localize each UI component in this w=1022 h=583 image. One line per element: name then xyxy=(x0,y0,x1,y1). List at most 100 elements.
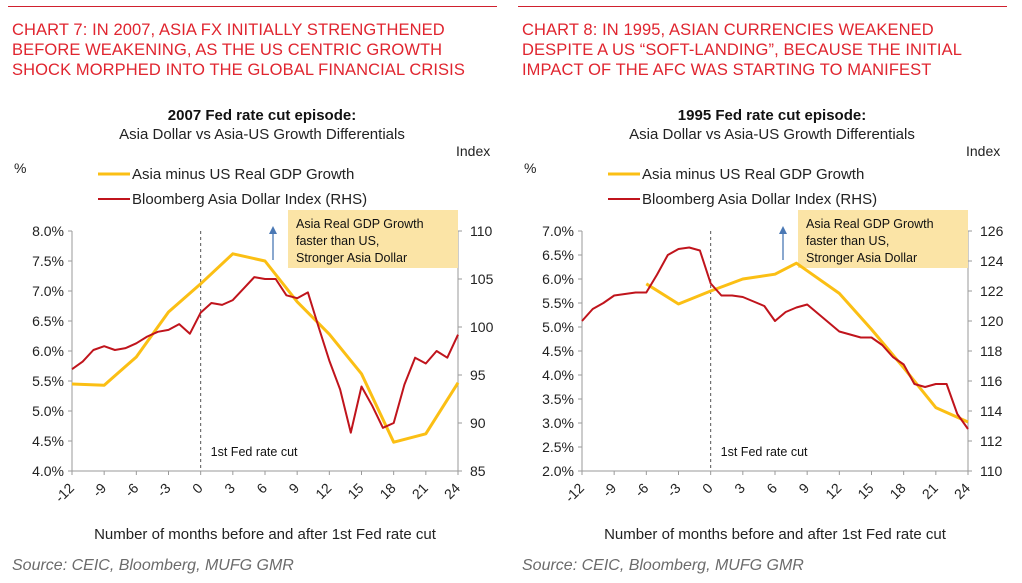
chart-headline: CHART 7: IN 2007, ASIA FX INITIALLY STRE… xyxy=(12,21,465,79)
left-tick-label: 6.5% xyxy=(32,313,64,329)
left-tick-label: 4.5% xyxy=(32,433,64,449)
left-tick-label: 6.5% xyxy=(542,247,574,263)
right-tick-label: 110 xyxy=(980,463,1003,479)
annotation-line: Stronger Asia Dollar xyxy=(806,251,917,265)
x-tick-label: 18 xyxy=(886,480,908,502)
legend-label: Asia minus US Real GDP Growth xyxy=(132,166,354,183)
right-tick-label: 90 xyxy=(470,415,486,431)
divider-line xyxy=(518,6,1007,7)
x-tick-label: -6 xyxy=(631,480,651,500)
right-tick-label: 116 xyxy=(980,373,1003,389)
right-tick-label: 120 xyxy=(980,313,1004,329)
x-tick-label: 15 xyxy=(344,480,366,502)
left-tick-label: 4.5% xyxy=(542,343,574,359)
annotation-arrow-head xyxy=(779,226,787,234)
left-axis-unit: % xyxy=(14,160,26,176)
x-tick-label: -12 xyxy=(51,480,77,506)
annotation-line: Stronger Asia Dollar xyxy=(296,251,407,265)
chart-7-panel: CHART 7: IN 2007, ASIA FX INITIALLY STRE… xyxy=(0,0,497,583)
annotation-box xyxy=(288,210,458,268)
x-tick-label: 24 xyxy=(951,480,973,502)
left-tick-label: 5.0% xyxy=(32,403,64,419)
x-tick-label: 21 xyxy=(409,480,431,502)
right-tick-label: 118 xyxy=(980,343,1003,359)
source-note: Source: CEIC, Bloomberg, MUFG GMR xyxy=(522,557,804,574)
right-tick-label: 110 xyxy=(470,223,493,239)
x-tick-label: 12 xyxy=(312,480,334,502)
series-line-gdp-differential xyxy=(71,252,460,444)
event-label: 1st Fed rate cut xyxy=(721,445,808,459)
left-tick-label: 3.0% xyxy=(542,415,574,431)
chart-headline: CHART 8: IN 1995, ASIAN CURRENCIES WEAKE… xyxy=(522,21,962,79)
x-tick-label: -9 xyxy=(599,480,619,500)
left-tick-label: 2.0% xyxy=(542,463,574,479)
chart-8-panel: CHART 8: IN 1995, ASIAN CURRENCIES WEAKE… xyxy=(510,0,1007,583)
chart-subtitle: Asia Dollar vs Asia-US Growth Differenti… xyxy=(629,126,915,143)
annotation-arrow-head xyxy=(269,226,277,234)
x-tick-label: 9 xyxy=(795,480,812,497)
left-tick-label: 5.0% xyxy=(542,319,574,335)
left-tick-label: 7.0% xyxy=(32,283,64,299)
event-label: 1st Fed rate cut xyxy=(211,445,298,459)
left-axis-unit: % xyxy=(524,160,536,176)
left-tick-label: 5.5% xyxy=(32,373,64,389)
x-tick-label: 6 xyxy=(253,480,270,497)
x-tick-label: 3 xyxy=(731,480,748,497)
legend-label: Asia minus US Real GDP Growth xyxy=(642,166,864,183)
x-tick-label: 9 xyxy=(285,480,302,497)
left-tick-label: 6.0% xyxy=(542,271,574,287)
annotation-line: faster than US, xyxy=(296,234,379,248)
x-tick-label: 15 xyxy=(854,480,876,502)
x-tick-label: 6 xyxy=(763,480,780,497)
left-tick-label: 6.0% xyxy=(32,343,64,359)
chart-title: 1995 Fed rate cut episode: xyxy=(678,107,866,124)
x-tick-label: 12 xyxy=(822,480,844,502)
left-tick-label: 3.5% xyxy=(542,391,574,407)
source-note: Source: CEIC, Bloomberg, MUFG GMR xyxy=(12,557,294,574)
x-tick-label: -12 xyxy=(561,480,587,506)
right-tick-label: 85 xyxy=(470,463,486,479)
right-tick-label: 124 xyxy=(980,253,1004,269)
annotation-line: Asia Real GDP Growth xyxy=(296,217,424,231)
legend-label: Bloomberg Asia Dollar Index (RHS) xyxy=(132,191,367,208)
left-tick-label: 4.0% xyxy=(32,463,64,479)
x-tick-label: -3 xyxy=(664,480,684,500)
x-tick-label: 18 xyxy=(376,480,398,502)
chart-subtitle: Asia Dollar vs Asia-US Growth Differenti… xyxy=(119,126,405,143)
left-tick-label: 7.0% xyxy=(542,223,574,239)
right-tick-label: 126 xyxy=(980,223,1004,239)
series-line-asia-dollar-index xyxy=(71,276,459,434)
annotation-line: faster than US, xyxy=(806,234,889,248)
left-tick-label: 8.0% xyxy=(32,223,64,239)
x-axis-title: Number of months before and after 1st Fe… xyxy=(94,526,437,543)
x-tick-label: 0 xyxy=(189,480,206,497)
right-tick-label: 112 xyxy=(980,433,1003,449)
right-tick-label: 95 xyxy=(470,367,486,383)
legend-label: Bloomberg Asia Dollar Index (RHS) xyxy=(642,191,877,208)
x-tick-label: -6 xyxy=(121,480,141,500)
left-tick-label: 4.0% xyxy=(542,367,574,383)
series-line-gdp-differential xyxy=(645,261,969,424)
annotation-box xyxy=(798,210,968,268)
annotation-line: Asia Real GDP Growth xyxy=(806,217,934,231)
x-tick-label: -3 xyxy=(154,480,174,500)
x-tick-label: 24 xyxy=(441,480,463,502)
x-tick-label: 21 xyxy=(919,480,941,502)
chart-7-plot: 2007 Fed rate cut episode: Asia Dollar vs… xyxy=(14,107,494,543)
x-tick-label: 3 xyxy=(221,480,238,497)
right-tick-label: 122 xyxy=(980,283,1004,299)
x-axis-title: Number of months before and after 1st Fe… xyxy=(604,526,947,543)
left-tick-label: 7.5% xyxy=(32,253,64,269)
right-tick-label: 100 xyxy=(470,319,494,335)
x-tick-label: 0 xyxy=(699,480,716,497)
left-tick-label: 5.5% xyxy=(542,295,574,311)
right-axis-unit: Index xyxy=(966,143,1000,159)
series-line-asia-dollar-index xyxy=(581,246,969,430)
right-axis-unit: Index xyxy=(456,143,490,159)
chart-8-plot: 1995 Fed rate cut episode: Asia Dollar vs… xyxy=(524,107,1004,543)
x-tick-label: -9 xyxy=(89,480,109,500)
divider-line xyxy=(8,6,497,7)
left-tick-label: 2.5% xyxy=(542,439,574,455)
right-tick-label: 105 xyxy=(470,271,494,287)
chart-title: 2007 Fed rate cut episode: xyxy=(168,107,356,124)
